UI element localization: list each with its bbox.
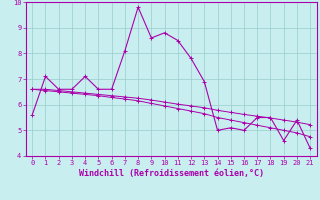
X-axis label: Windchill (Refroidissement éolien,°C): Windchill (Refroidissement éolien,°C) [79,169,264,178]
